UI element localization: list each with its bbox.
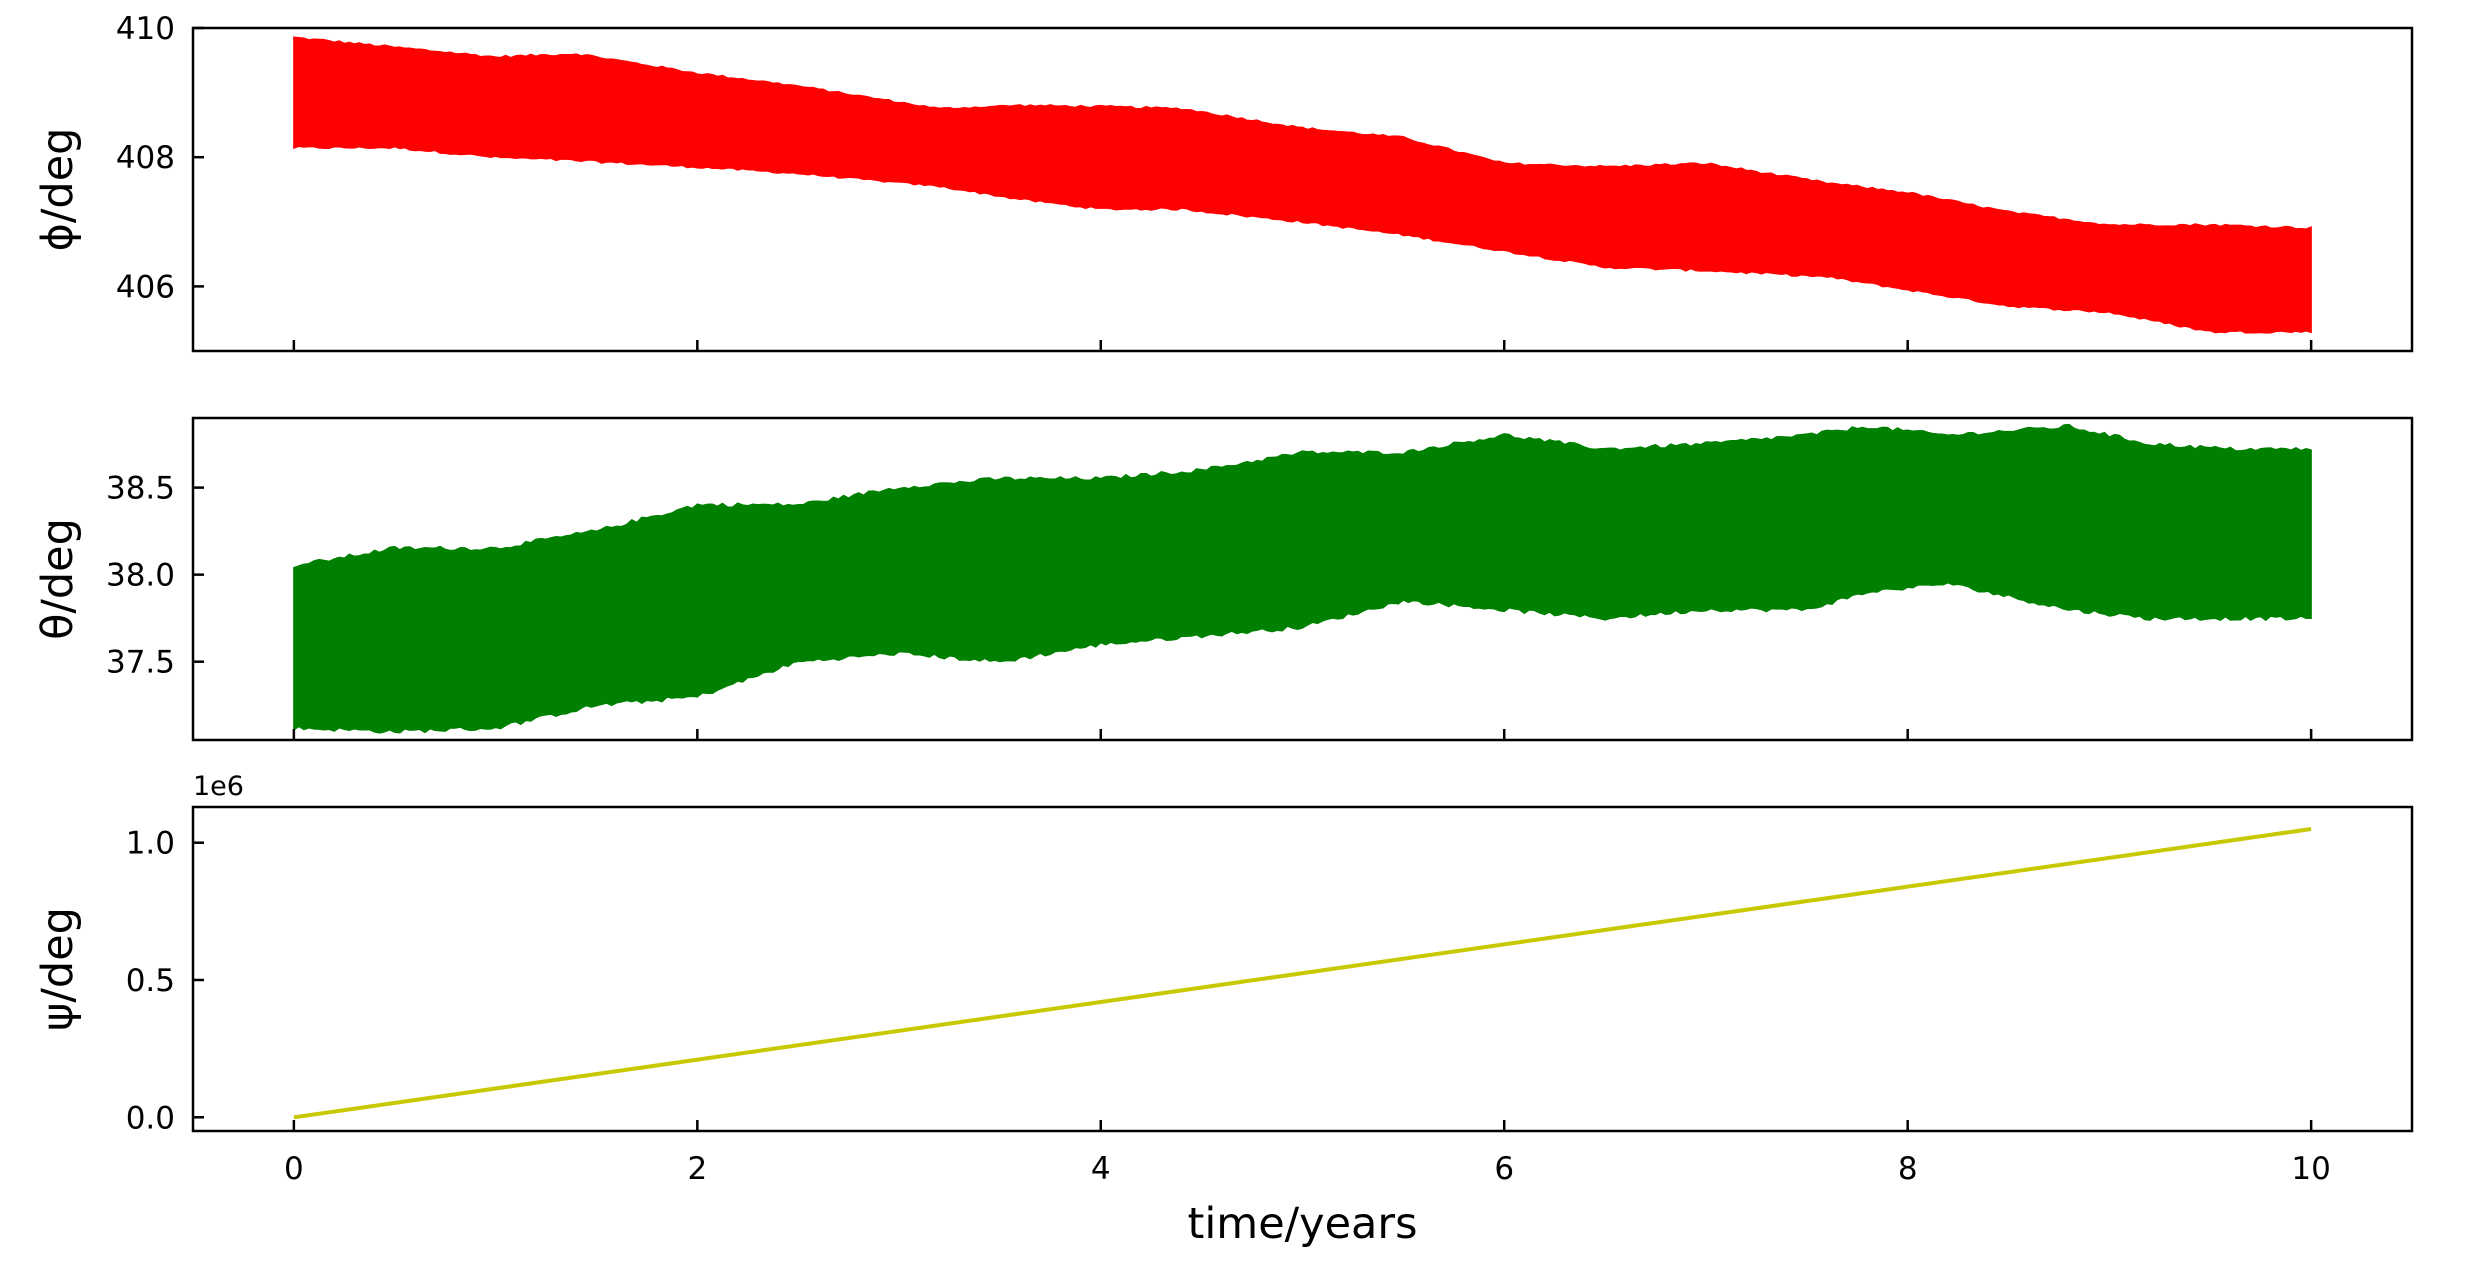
psi-x-ticks: 0 2 4 6 8 10 xyxy=(284,1120,2331,1187)
phi-y-tick-label: 408 xyxy=(116,140,175,176)
phi-y-tick-label: 410 xyxy=(116,11,175,47)
phi-y-axis-label: ϕ/deg xyxy=(33,128,83,252)
psi-x-tick-label: 2 xyxy=(687,1151,707,1187)
psi-y-axis-label: ψ/deg xyxy=(33,907,83,1031)
psi-plot-area xyxy=(293,827,2312,1120)
psi-axes-frame xyxy=(191,805,2414,1133)
psi-y-tick-label: 0.5 xyxy=(126,963,175,999)
theta-y-ticks: 37.5 38.0 38.5 xyxy=(106,471,204,681)
psi-x-tick-label: 4 xyxy=(1091,1151,1111,1187)
theta-axes-frame xyxy=(191,416,2414,742)
psi-y-ticks: 0.0 0.5 1.0 xyxy=(126,826,204,1136)
phi-x-ticks xyxy=(292,340,2313,351)
psi-y-offset-label: 1e6 xyxy=(193,771,244,802)
psi-y-tick-label: 1.0 xyxy=(126,826,175,862)
psi-x-tick-label: 0 xyxy=(284,1151,304,1187)
theta-y-tick-label: 38.5 xyxy=(106,471,175,507)
phi-series-band xyxy=(293,36,2312,334)
theta-y-tick-label: 37.5 xyxy=(106,645,175,681)
x-axis-label: time/years xyxy=(1188,1199,1418,1249)
theta-series-band xyxy=(293,423,2312,734)
theta-x-ticks xyxy=(292,729,2313,740)
psi-x-tick-label: 10 xyxy=(2291,1151,2330,1187)
phi-plot-area xyxy=(293,36,2312,334)
theta-y-axis-label: θ/deg xyxy=(33,518,83,640)
psi-series-line xyxy=(293,827,2312,1120)
psi-x-tick-label: 6 xyxy=(1494,1151,1514,1187)
phi-panel: 406 408 410 ϕ/deg xyxy=(33,11,2414,353)
psi-x-tick-label: 8 xyxy=(1898,1151,1918,1187)
theta-plot-area xyxy=(293,423,2312,734)
psi-panel: 0.0 0.5 1.0 0 2 4 6 8 10 ψ/deg 1e6 time/years xyxy=(33,771,2414,1249)
phi-axes-frame xyxy=(191,26,2414,353)
theta-y-tick-label: 38.0 xyxy=(106,558,175,594)
theta-panel: 37.5 38.0 38.5 θ/deg xyxy=(33,416,2414,742)
phi-y-ticks: 406 408 410 xyxy=(116,11,204,305)
phi-y-tick-label: 406 xyxy=(116,269,175,305)
psi-y-tick-label: 0.0 xyxy=(126,1100,175,1136)
